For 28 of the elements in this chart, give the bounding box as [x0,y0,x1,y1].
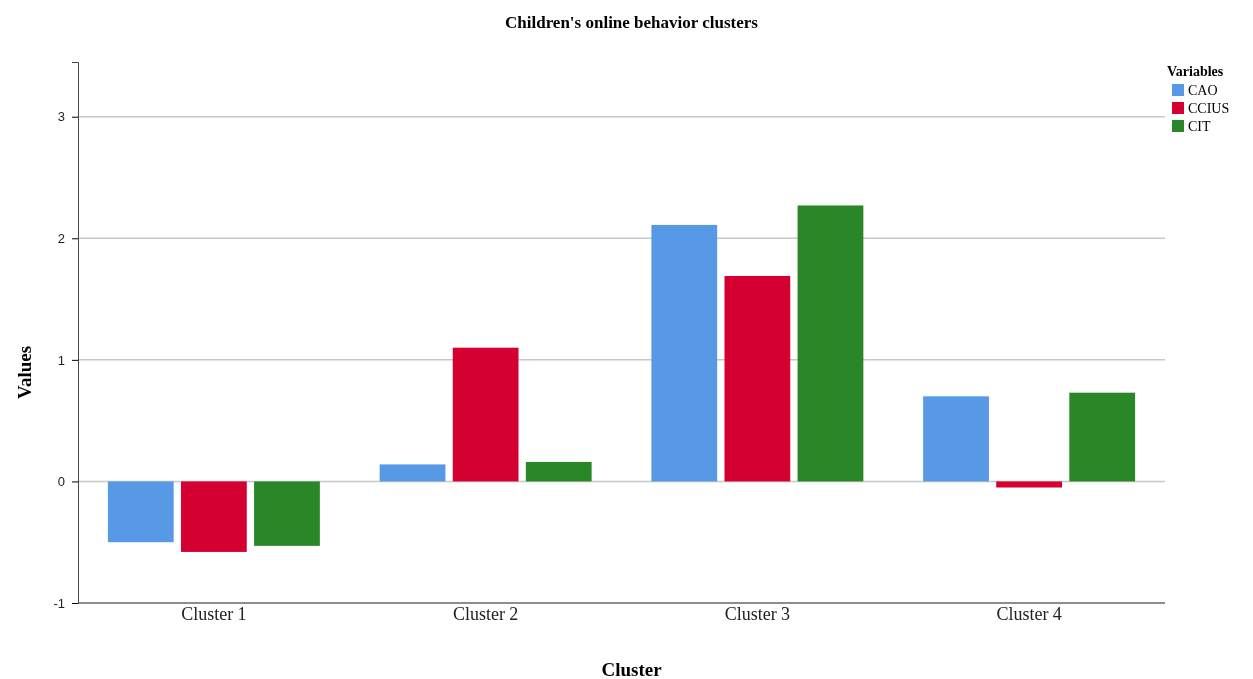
x-tick-label: Cluster 2 [452,604,519,624]
legend-label: CIT [1188,119,1211,134]
y-tick-label: 2 [57,230,65,246]
bar [180,481,247,552]
bar [724,275,791,482]
bar [651,224,718,482]
chart-title: Children's online behavior clusters [505,13,759,32]
bar [797,205,864,482]
bar [379,464,446,482]
x-axis-title: Cluster [601,659,663,679]
y-tick-label: 1 [57,352,65,368]
legend-label: CAO [1188,83,1218,98]
bar [525,461,592,482]
bar [923,396,989,482]
y-tick-label: 3 [57,109,65,125]
legend-title: Variables [1167,64,1224,79]
x-tick-label: Cluster 4 [996,604,1062,624]
bar [996,481,1063,488]
x-tick-label: Cluster 3 [724,604,791,624]
legend-label: CCIUS [1188,101,1230,116]
bar [107,481,174,543]
x-tick-label: Cluster 1 [181,604,247,624]
y-tick-label: -1 [53,595,65,611]
bar [254,481,320,546]
bar [452,347,519,482]
y-tick-label: 0 [57,474,65,490]
bar [1069,392,1136,482]
y-axis-title: Values [14,345,35,400]
